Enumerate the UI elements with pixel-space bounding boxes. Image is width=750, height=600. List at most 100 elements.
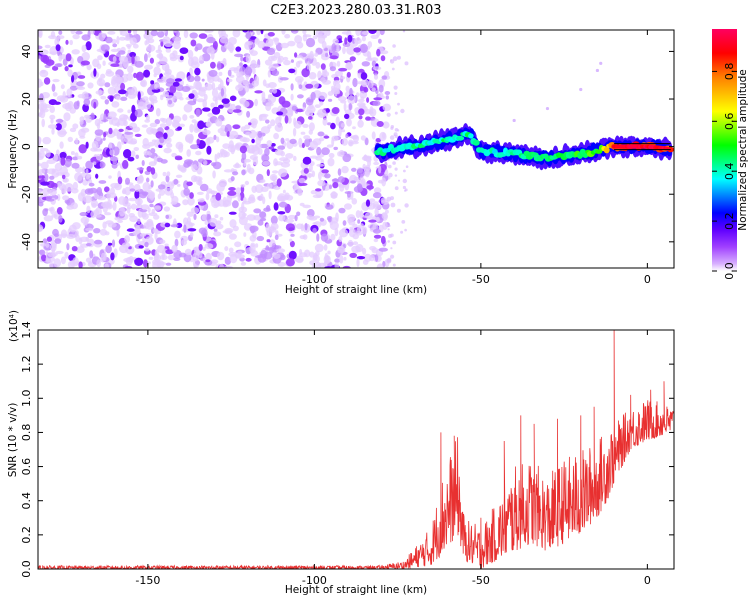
noise-blob: [149, 203, 154, 208]
noise-blob: [107, 31, 116, 35]
colorbar-tick-label: 0.0: [723, 262, 736, 280]
noise-blob: [249, 36, 257, 40]
noise-blob: [309, 161, 315, 166]
noise-blob: [38, 99, 44, 104]
noise-blob: [64, 158, 72, 168]
noise-blob: [199, 183, 209, 192]
noise-blob: [164, 243, 169, 247]
noise-blob: [246, 110, 251, 118]
noise-blob: [126, 206, 131, 214]
noise-blob: [109, 149, 115, 156]
noise-blob: [257, 130, 263, 139]
noise-blob: [302, 123, 309, 128]
noise-blob: [192, 252, 200, 262]
noise-blob: [129, 188, 136, 192]
noise-blob: [316, 233, 320, 242]
noise-blob: [49, 51, 58, 55]
noise-blob: [366, 185, 374, 190]
noise-blob: [85, 243, 92, 247]
noise-blob: [62, 58, 68, 66]
noise-blob: [394, 167, 398, 171]
noise-blob: [181, 239, 188, 246]
noise-blob: [276, 178, 282, 187]
noise-blob: [117, 108, 124, 113]
noise-blob: [235, 84, 244, 92]
noise-blob: [66, 234, 76, 239]
noise-blob: [161, 118, 168, 124]
noise-blob: [127, 65, 134, 74]
noise-blob: [321, 30, 327, 34]
noise-blob: [324, 256, 330, 261]
noise-blob: [223, 265, 233, 268]
snr-panel: -150 -100 -50 0 0.0 0.2 0.4 0.6 0.8 1.0 1.2 1.4 He…: [7, 310, 675, 596]
noise-blob: [64, 66, 69, 72]
noise-blob: [55, 123, 62, 131]
noise-blob: [124, 135, 134, 144]
noise-blob: [386, 258, 392, 264]
noise-blob: [165, 117, 172, 127]
noise-blob: [143, 259, 148, 268]
noise-blob: [157, 184, 166, 190]
noise-blob: [213, 228, 218, 232]
noise-blob: [340, 122, 345, 128]
noise-blob: [304, 222, 308, 231]
noise-blob: [252, 156, 259, 166]
noise-blob: [156, 78, 166, 84]
noise-blob: [187, 228, 197, 232]
noise-blob: [285, 218, 295, 223]
noise-blob: [381, 75, 388, 80]
noise-blob: [172, 81, 180, 87]
noise-blob: [118, 207, 126, 217]
noise-blob: [337, 176, 345, 183]
noise-blob: [44, 208, 49, 212]
noise-blob: [171, 152, 177, 158]
noise-blob: [183, 30, 189, 39]
x-tick-label: -50: [472, 273, 490, 286]
noise-blob: [351, 198, 358, 205]
noise-blob: [238, 216, 248, 226]
noise-blob: [147, 141, 155, 147]
noise-blob: [369, 108, 377, 117]
noise-blob: [379, 30, 385, 36]
noise-blob: [247, 196, 256, 204]
noise-blob: [206, 145, 212, 155]
noise-blob: [100, 252, 106, 262]
noise-blob: [126, 228, 135, 232]
noise-blob: [229, 95, 237, 102]
noise-blob: [142, 101, 152, 110]
noise-blob: [134, 225, 141, 235]
noise-blob: [344, 113, 350, 120]
noise-blob: [358, 115, 363, 120]
noise-blob: [381, 177, 387, 187]
noise-blob: [328, 98, 333, 102]
noise-blob: [305, 83, 314, 89]
noise-blob: [113, 74, 121, 83]
noise-blob: [197, 191, 204, 195]
noise-blob: [228, 187, 236, 191]
noise-blob: [85, 141, 89, 149]
noise-blob: [265, 119, 270, 124]
noise-blob: [228, 37, 237, 45]
noise-blob: [112, 43, 118, 48]
noise-blob: [52, 245, 56, 255]
noise-blob: [169, 85, 177, 94]
noise-blob: [183, 103, 193, 113]
noise-blob: [86, 205, 91, 214]
noise-blob: [123, 149, 132, 159]
noise-blob: [287, 106, 293, 111]
noise-blob: [237, 250, 243, 256]
colorbar-label: Normalized spectral amplitude: [737, 69, 749, 230]
noise-blob: [392, 161, 396, 165]
noise-blob: [67, 69, 73, 77]
noise-blob: [175, 174, 183, 178]
noise-blob: [227, 69, 232, 77]
noise-blob: [257, 219, 264, 226]
noise-blob: [154, 119, 160, 125]
noise-blob: [331, 178, 339, 182]
noise-blob: [327, 157, 335, 167]
noise-blob: [347, 239, 354, 248]
noise-blob: [245, 31, 252, 40]
noise-blob: [90, 30, 95, 35]
noise-blob: [160, 40, 164, 47]
noise-blob: [118, 128, 124, 132]
